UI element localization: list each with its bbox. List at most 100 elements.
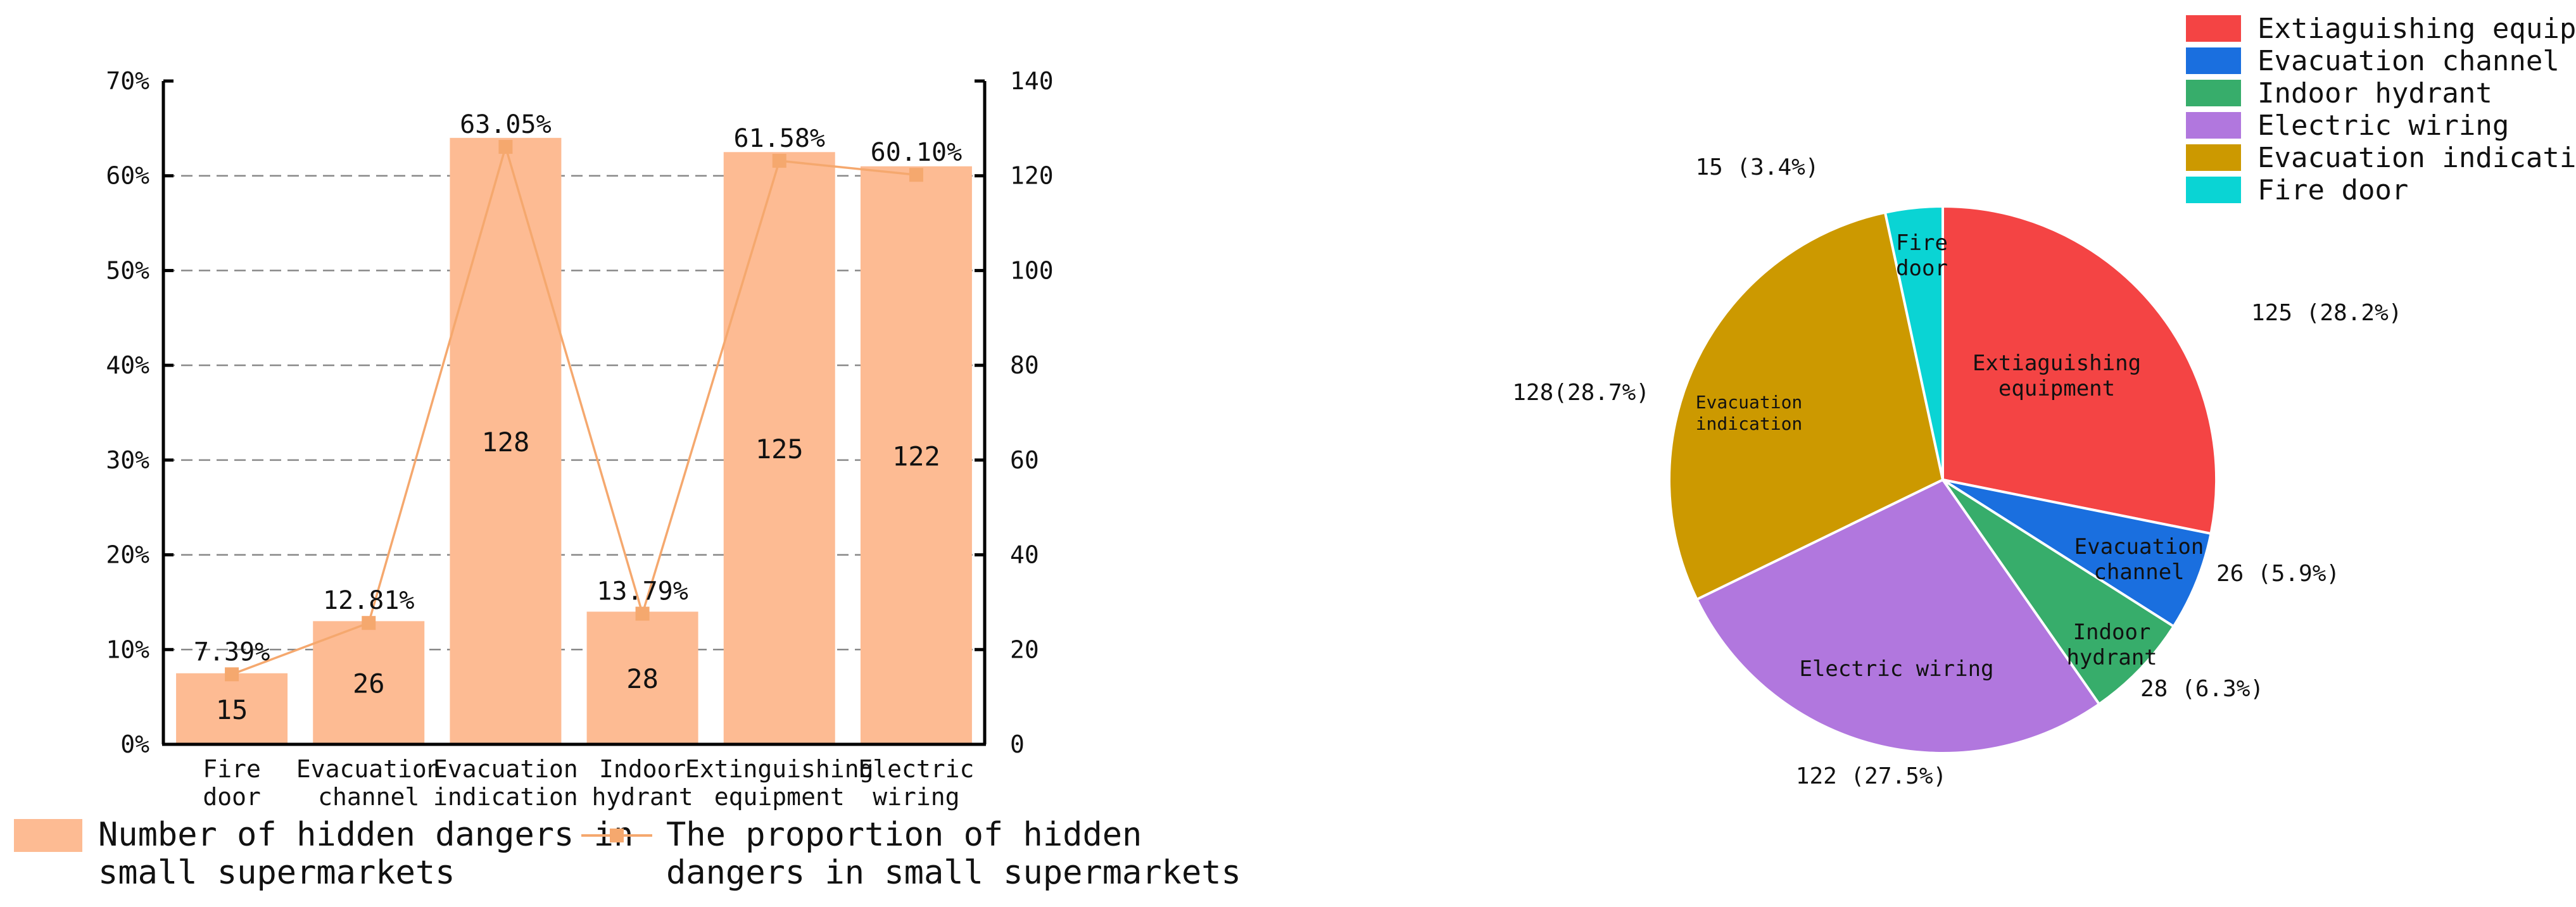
category-label-line: Fire <box>203 755 261 783</box>
slice-value-label: 128(28.7%) <box>1512 380 1650 406</box>
left-tick-label: 40% <box>106 351 149 379</box>
line-marker <box>225 667 239 682</box>
legend-line-marker <box>610 829 624 842</box>
legend-bar-swatch <box>14 819 82 852</box>
slice-inner-label: Fire door <box>1896 230 1948 281</box>
slice-value-label: 15 (3.4%) <box>1695 154 1819 180</box>
slice-inner-label-line: Evacuation <box>1696 392 1803 413</box>
bar <box>723 152 835 745</box>
category-label-line: Electric <box>858 755 974 783</box>
slice-value-label: 122 (27.5%) <box>1796 763 1947 789</box>
line-value-label: 60.10% <box>871 138 963 167</box>
left-tick-label: 60% <box>106 162 149 190</box>
slice-inner-label-line: channel <box>2093 560 2184 585</box>
slice-value-label: 26 (5.9%) <box>2216 561 2340 587</box>
slice-inner-label: Electric wiring <box>1799 656 1993 682</box>
bar <box>313 621 425 744</box>
combo-bar-line-chart: 0% 10% 20% 30% 40% 50% 60% 70% 0 20 40 60 80 100 120 14… <box>106 67 1053 811</box>
slice-inner-label-line: hydrant <box>2066 645 2157 670</box>
pie-slice <box>1941 204 2218 535</box>
slice-inner-label-line: Indoor <box>2073 620 2151 645</box>
line-marker <box>362 616 376 630</box>
pie-chart-legend: Extiaguishing equipmerEvacuation channel… <box>2186 13 2576 206</box>
pie-legend-label: Extiaguishing equipmer <box>2257 13 2576 45</box>
pie-chart: Extiaguishing equipment 125 (28.2%) Evacuat… <box>1512 154 2402 789</box>
category-label-line: wiring <box>873 783 959 811</box>
bar-value-label: 28 <box>626 663 659 694</box>
pie-legend-swatch <box>2186 47 2241 74</box>
pie-legend-label: Indoor hydrant <box>2257 77 2492 109</box>
slice-inner-label-line: indication <box>1696 413 1803 434</box>
bar <box>586 611 698 744</box>
line-value-label: 13.79% <box>597 577 688 606</box>
slice-inner-label: Extiaguishing equipment <box>1973 351 2141 401</box>
pie-legend-swatch <box>2186 80 2241 106</box>
category-label: Evacuation indication <box>433 755 578 811</box>
right-tick-label: 100 <box>1010 256 1054 284</box>
category-label-line: equipment <box>714 783 845 811</box>
right-tick-label: 40 <box>1010 541 1039 569</box>
left-tick-label: 20% <box>106 541 149 569</box>
pie-legend-swatch <box>2186 144 2241 171</box>
slice-inner-label-line: Electric wiring <box>1799 656 1993 682</box>
pie-slice <box>1668 211 1945 601</box>
category-label: Electric wiring <box>858 755 974 811</box>
right-tick-label: 120 <box>1010 162 1054 190</box>
slice-inner-label-line: Fire <box>1896 230 1948 256</box>
slice-inner-label: Evacuation indication <box>1696 392 1803 434</box>
category-label: Fire door <box>203 755 261 811</box>
legend-label-line: dangers in small supermarkets <box>666 854 1241 892</box>
category-label-line: Extinguishing <box>685 755 873 783</box>
category-label-line: hydrant <box>592 783 693 811</box>
legend-line-label: The proportion of hidden dangers in small… <box>666 816 1241 892</box>
category-label-line: Indoor <box>599 755 686 783</box>
slice-inner-label-line: door <box>1896 256 1948 281</box>
line-marker <box>909 168 923 182</box>
bar-chart-legend: Number of hidden dangers in small superma… <box>14 816 1241 892</box>
legend-label-line: small supermarkets <box>98 854 455 892</box>
right-tick-label: 60 <box>1010 446 1039 474</box>
slice-value-label: 125 (28.2%) <box>2251 300 2402 326</box>
right-tick-label: 20 <box>1010 635 1039 663</box>
bar-value-label: 128 <box>481 427 529 458</box>
line-value-label: 61.58% <box>734 124 826 153</box>
bar <box>176 673 288 744</box>
pie-slice <box>1695 478 2101 754</box>
pie-legend-swatch <box>2186 112 2241 139</box>
slice-inner-label-line: Extiaguishing <box>1973 351 2141 376</box>
left-tick-label: 30% <box>106 446 149 474</box>
bar-value-label: 122 <box>892 441 940 472</box>
bar <box>860 166 972 744</box>
category-label-line: door <box>203 783 261 811</box>
line-marker <box>498 140 513 154</box>
pie-slice <box>1883 204 1944 480</box>
bar <box>450 137 562 745</box>
line-marker <box>772 154 786 168</box>
bar-value-label: 125 <box>755 434 804 465</box>
proportion-line <box>231 142 917 675</box>
pie-slice <box>1941 479 2213 629</box>
category-label-line: Evacuation <box>433 755 578 783</box>
left-tick-label: 0% <box>120 730 149 758</box>
line-marker <box>635 606 650 621</box>
category-label: Extinguishing equipment <box>685 755 873 811</box>
pie-legend-label: Evacuation channel <box>2257 45 2560 77</box>
pie-slice <box>1941 479 2176 706</box>
slice-inner-label: Indoor hydrant <box>2066 620 2157 670</box>
slice-inner-label-line: equipment <box>1998 376 2115 401</box>
category-label: Indoor hydrant <box>592 755 693 811</box>
legend-bar-label: Number of hidden dangers in small superma… <box>98 816 633 892</box>
right-tick-label: 140 <box>1010 67 1054 95</box>
slice-value-label: 28 (6.3%) <box>2140 676 2264 702</box>
left-tick-label: 10% <box>106 635 149 663</box>
category-label-line: indication <box>433 783 578 811</box>
line-value-label: 63.05% <box>460 110 552 139</box>
bar-value-label: 15 <box>216 694 248 725</box>
left-tick-label: 50% <box>106 256 149 284</box>
bar-value-label: 26 <box>353 668 385 699</box>
category-label-line: Evacuation <box>296 755 441 783</box>
right-tick-label: 0 <box>1010 730 1025 758</box>
pie-legend-label: Fire door <box>2257 174 2408 206</box>
